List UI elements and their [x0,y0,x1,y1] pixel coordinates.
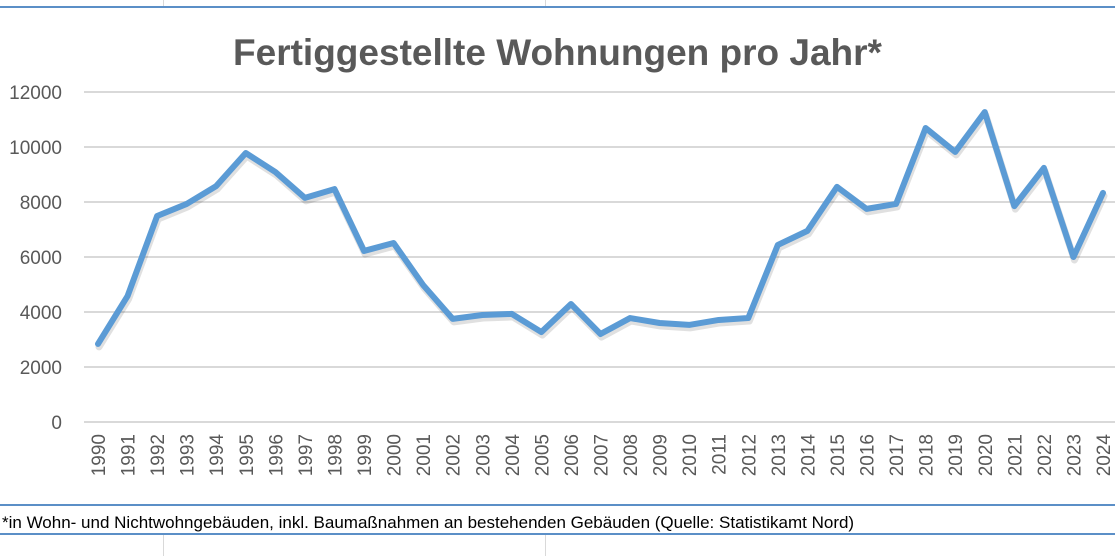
cell-gridline [545,0,546,7]
x-tick-label: 2015 [828,434,849,476]
y-tick-label: 8000 [20,193,62,214]
x-tick-label: 2006 [562,434,583,476]
x-tick-label: 1990 [89,434,110,476]
x-tick-label: 1999 [355,434,376,476]
x-tick-label: 2009 [651,434,672,476]
x-tick-label: 2013 [769,434,790,476]
y-tick-label: 2000 [20,358,62,379]
x-tick-label: 1997 [296,434,317,476]
y-tick-label: 0 [51,413,62,434]
x-tick-label: 2007 [592,434,613,476]
x-tick-label: 2024 [1094,434,1115,477]
footnote-border [0,533,1115,535]
x-tick-label: 1992 [148,434,169,476]
y-tick-label: 4000 [20,303,62,324]
cell-gridline [163,0,164,7]
y-tick-label: 12000 [9,83,62,104]
line-chart: 0 2000 4000 6000 8000 10000 12000 1990 1991 1992 1… [9,83,1115,477]
x-tick-label: 2012 [739,434,760,476]
cell-gridline [163,534,164,556]
x-tick-label: 2016 [858,434,879,476]
x-tick-label: 2002 [444,434,465,476]
x-tick-label: 2018 [917,434,938,476]
chart-border-bottom [0,504,1115,506]
x-tick-label: 2003 [473,434,494,476]
y-tick-label: 10000 [9,138,62,159]
x-tick-label: 1994 [207,434,228,477]
y-tick-label: 6000 [20,248,62,269]
chart-border-top [0,6,1115,8]
x-tick-label: 2021 [1005,434,1026,476]
x-tick-label: 2008 [621,434,642,476]
footnote: *in Wohn- und Nichtwohngebäuden, inkl. B… [2,513,855,532]
x-tick-label: 1995 [237,434,258,476]
x-tick-label: 2010 [680,434,701,476]
x-tick-label: 2020 [976,434,997,476]
cell-gridline [545,534,546,556]
x-tick-label: 2017 [887,434,908,476]
x-tick-label: 2005 [532,434,553,476]
x-tick-label: 1996 [266,434,287,476]
x-tick-label: 1991 [119,434,140,476]
x-tick-label: 2004 [503,434,524,477]
x-tick-label: 2000 [385,434,406,476]
x-tick-label: 1998 [325,434,346,476]
x-tick-label: 2019 [946,434,967,476]
x-tick-label: 2014 [798,434,819,477]
x-tick-label: 1993 [178,434,199,476]
x-tick-label: 2001 [414,434,435,476]
x-tick-label: 2023 [1064,434,1085,476]
x-tick-label: 2022 [1035,434,1056,476]
x-tick-label: 2011 [710,434,731,475]
chart-title: Fertiggestellte Wohnungen pro Jahr* [233,32,882,73]
